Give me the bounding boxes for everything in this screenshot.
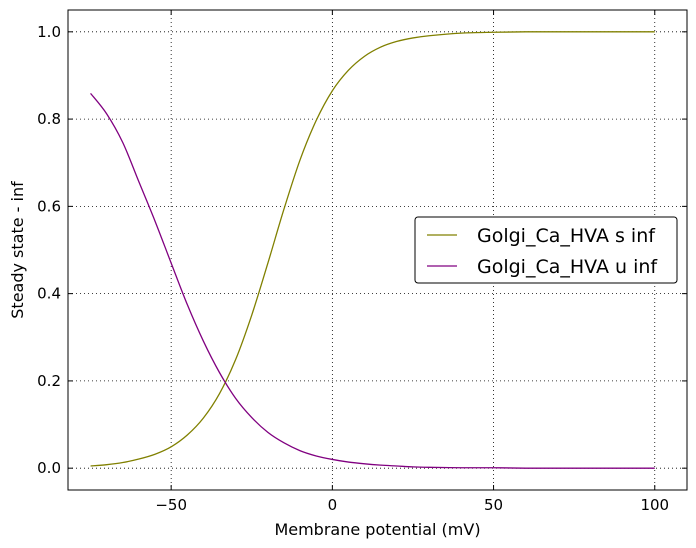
y-tick-label: 0.6 — [37, 197, 61, 215]
y-tick-label: 1.0 — [37, 23, 61, 41]
x-tick-label: −50 — [155, 496, 187, 514]
y-axis-label: Steady state - inf — [8, 181, 27, 319]
series-line-s-inf — [90, 31, 655, 467]
x-tick-label: 100 — [640, 496, 669, 514]
x-tick-label: 0 — [328, 496, 338, 514]
series-layer — [90, 31, 655, 469]
x-axis-label: Membrane potential (mV) — [274, 520, 480, 539]
y-tick-label: 0.4 — [37, 285, 61, 303]
legend-box — [414, 216, 678, 284]
plot-frame — [67, 9, 688, 491]
ticks: −50 0 50 100 0.0 0.2 0.4 0.6 0.8 1.0 — [37, 10, 687, 514]
x-tick-label: 50 — [484, 496, 503, 514]
legend-label-s-inf: Golgi_Ca_HVA s inf — [477, 225, 656, 247]
series-line-u-inf — [90, 92, 655, 469]
y-tick-label: 0.2 — [37, 372, 61, 390]
y-tick-label: 0.0 — [37, 459, 61, 477]
y-tick-label: 0.8 — [37, 110, 61, 128]
legend: Golgi_Ca_HVA s inf Golgi_Ca_HVA u inf — [414, 216, 678, 284]
legend-label-u-inf: Golgi_Ca_HVA u inf — [477, 256, 658, 278]
